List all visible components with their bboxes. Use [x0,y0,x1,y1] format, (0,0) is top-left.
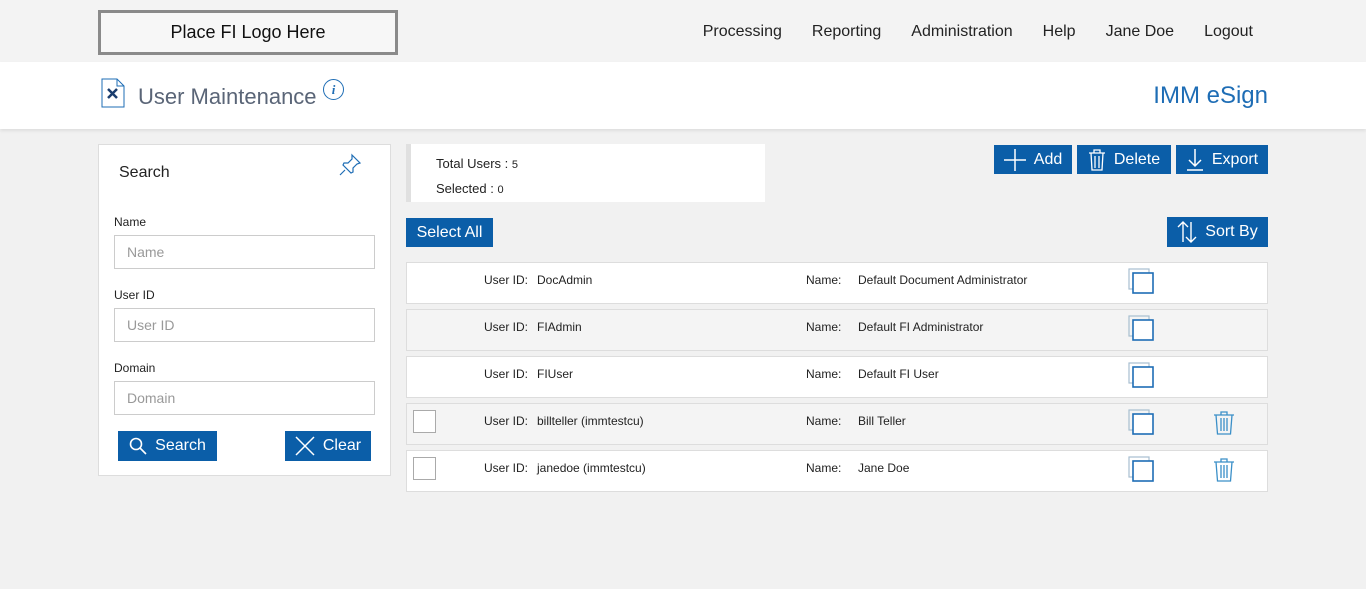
select-all-label: Select All [416,223,483,241]
user-id-value: DocAdmin [537,273,593,287]
name-value: Default Document Administrator [858,273,1028,287]
domain-label: Domain [114,361,156,375]
sort-arrows-icon [1177,221,1197,243]
delete-label: Delete [1113,150,1161,168]
user-id-value: FIAdmin [537,320,582,334]
nav-administration[interactable]: Administration [911,23,1013,40]
user-stats: Total Users : 5 Selected : 0 [406,144,765,202]
total-users-label: Total Users : [436,156,512,171]
copy-icon[interactable] [1128,456,1156,484]
delete-button[interactable]: Delete [1077,145,1171,174]
name-value: Bill Teller [858,414,906,428]
copy-icon[interactable] [1128,362,1156,390]
name-label: Name: [806,367,842,381]
user-id-value: billteller (immtestcu) [537,414,644,428]
userid-input[interactable] [114,308,375,342]
name-label: Name: [806,320,842,334]
search-button[interactable]: Search [118,431,217,461]
user-id-value: FIUser [537,367,573,381]
add-label: Add [1033,150,1063,168]
nav-help[interactable]: Help [1042,23,1076,40]
download-arrow-icon [1186,148,1203,171]
name-label: Name [114,215,147,229]
brand-name: IMM eSign [1153,82,1268,109]
user-row[interactable]: User ID: FIUser Name: Default FI User [406,356,1268,398]
page-header: User Maintenance i IMM eSign [0,62,1366,129]
search-button-label: Search [155,437,206,454]
add-button[interactable]: Add [994,145,1072,174]
nav-logout[interactable]: Logout [1204,23,1253,40]
name-value: Default FI Administrator [858,320,984,334]
user-id-label: User ID: [484,367,529,381]
total-users: Total Users : 5 [436,152,765,177]
name-label: Name: [806,414,842,428]
row-checkbox[interactable] [413,457,436,480]
top-bar: Place FI Logo Here Processing Reporting … [0,0,1366,62]
total-users-value: 5 [511,159,518,171]
selected-value: 0 [497,184,504,196]
name-label: Name: [806,461,842,475]
clear-button-label: Clear [322,437,362,454]
domain-input[interactable] [114,381,375,415]
export-label: Export [1211,150,1259,168]
user-row[interactable]: User ID: DocAdmin Name: Default Document… [406,262,1268,304]
page-title: User Maintenance [138,84,317,109]
close-icon [295,436,315,456]
user-id-value: janedoe (immtestcu) [537,461,646,475]
user-row[interactable]: User ID: FIAdmin Name: Default FI Admini… [406,309,1268,351]
row-trash-icon[interactable] [1213,457,1235,483]
copy-icon[interactable] [1128,315,1156,343]
search-icon [129,437,147,455]
search-panel-title: Search [119,164,170,181]
fi-logo-placeholder: Place FI Logo Here [98,10,398,55]
user-row[interactable]: User ID: billteller (immtestcu) Name: Bi… [406,403,1268,445]
pin-icon[interactable] [338,153,362,177]
user-id-label: User ID: [484,414,529,428]
selected-users: Selected : 0 [436,177,765,202]
user-id-label: User ID: [484,273,529,287]
select-all-button[interactable]: Select All [406,218,493,247]
export-button[interactable]: Export [1176,145,1268,174]
name-value: Default FI User [858,367,939,381]
name-value: Jane Doe [858,461,910,475]
trash-icon [1088,148,1105,171]
userid-label: User ID [114,288,155,302]
clear-button[interactable]: Clear [285,431,371,461]
row-trash-icon[interactable] [1213,410,1235,436]
sort-by-button[interactable]: Sort By [1167,217,1268,247]
nav-user[interactable]: Jane Doe [1105,23,1175,40]
nav-reporting[interactable]: Reporting [811,23,882,40]
selected-label: Selected : [436,181,498,196]
search-panel: Search Name User ID Domain Search Clear [98,144,391,476]
document-tools-icon [101,78,125,108]
info-icon[interactable]: i [323,79,344,100]
sort-by-label: Sort By [1205,223,1258,240]
user-row[interactable]: User ID: janedoe (immtestcu) Name: Jane … [406,450,1268,492]
name-label: Name: [806,273,842,287]
copy-icon[interactable] [1128,409,1156,437]
main-nav: Processing Reporting Administration Help… [703,23,1253,41]
user-id-label: User ID: [484,320,529,334]
row-checkbox[interactable] [413,410,436,433]
plus-icon [1003,148,1026,171]
user-id-label: User ID: [484,461,529,475]
nav-processing[interactable]: Processing [702,23,782,40]
name-input[interactable] [114,235,375,269]
copy-icon[interactable] [1128,268,1156,296]
